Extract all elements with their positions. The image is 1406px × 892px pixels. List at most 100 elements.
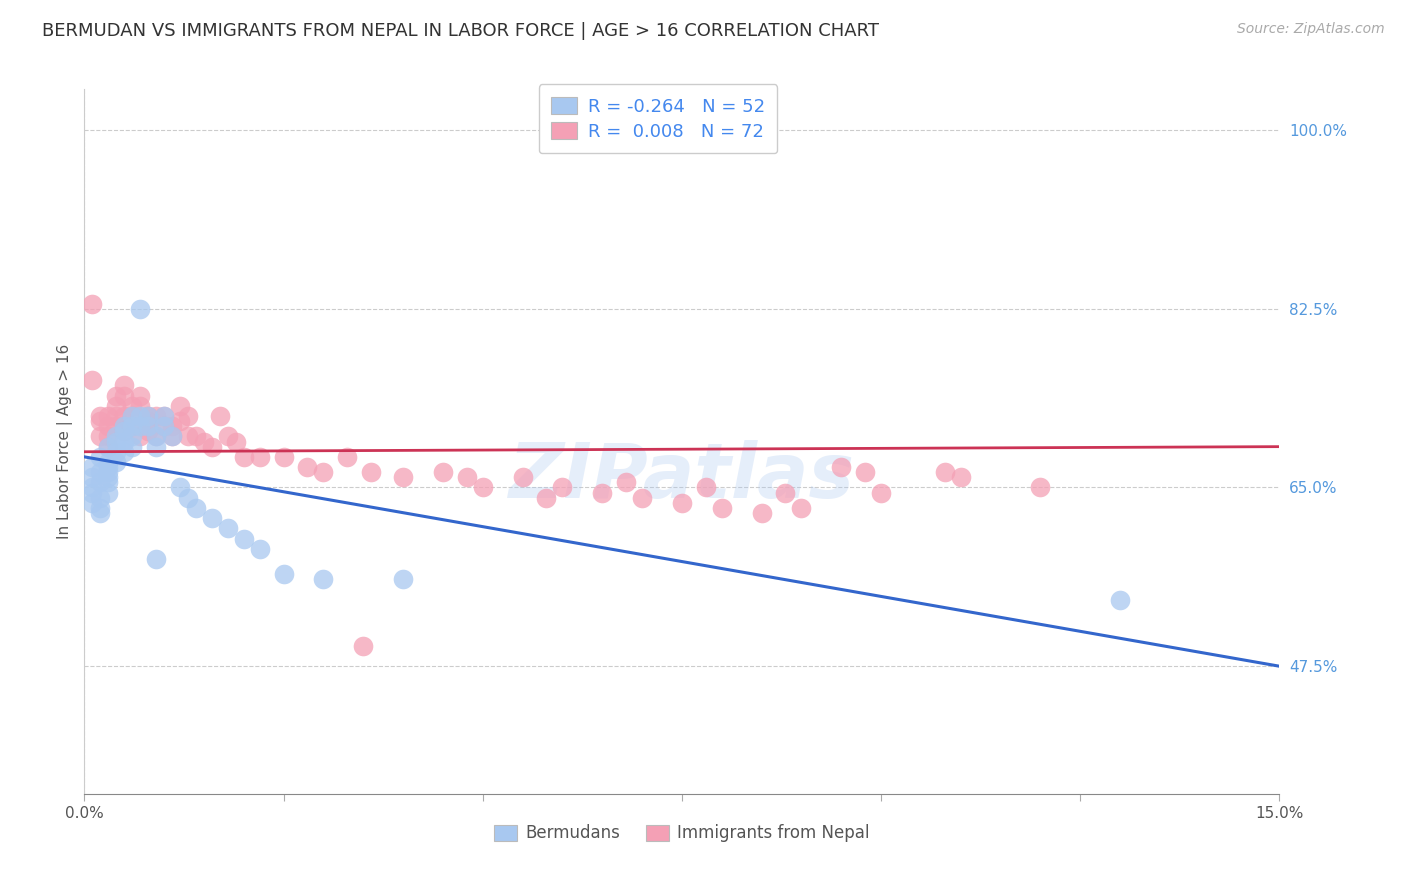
Point: [591, 485, 613, 500]
Point: [129, 419, 152, 434]
Point: [153, 419, 176, 434]
Point: [121, 399, 143, 413]
Point: [121, 419, 143, 434]
Point: [249, 450, 271, 464]
Point: [160, 429, 183, 443]
Point: [201, 511, 224, 525]
Point: [710, 500, 733, 515]
Point: [112, 419, 135, 434]
Point: [105, 434, 128, 449]
Point: [97, 440, 120, 454]
Point: [136, 409, 159, 423]
Point: [89, 409, 111, 423]
Point: [471, 481, 494, 495]
Point: [89, 429, 111, 443]
Point: [392, 573, 415, 587]
Point: [208, 409, 231, 423]
Point: [112, 378, 135, 392]
Point: [169, 481, 191, 495]
Point: [392, 470, 415, 484]
Point: [360, 465, 382, 479]
Point: [97, 455, 120, 469]
Point: [193, 434, 215, 449]
Point: [153, 419, 176, 434]
Point: [121, 409, 143, 423]
Point: [82, 460, 104, 475]
Point: [97, 475, 120, 490]
Point: [177, 429, 200, 443]
Point: [934, 465, 956, 479]
Point: [217, 429, 239, 443]
Point: [129, 429, 152, 443]
Point: [105, 429, 128, 443]
Point: [121, 429, 143, 443]
Point: [121, 409, 143, 423]
Point: [97, 470, 120, 484]
Point: [89, 491, 111, 505]
Point: [145, 440, 167, 454]
Text: Source: ZipAtlas.com: Source: ZipAtlas.com: [1237, 22, 1385, 37]
Point: [790, 500, 813, 515]
Point: [232, 450, 254, 464]
Point: [312, 573, 335, 587]
Point: [97, 485, 120, 500]
Point: [89, 500, 111, 515]
Point: [97, 465, 120, 479]
Point: [82, 485, 104, 500]
Point: [112, 434, 135, 449]
Point: [853, 465, 876, 479]
Point: [97, 429, 120, 443]
Point: [145, 429, 167, 443]
Point: [82, 470, 104, 484]
Point: [456, 470, 478, 484]
Point: [82, 373, 104, 387]
Point: [82, 296, 104, 310]
Point: [336, 450, 359, 464]
Point: [949, 470, 972, 484]
Point: [273, 450, 295, 464]
Point: [89, 414, 111, 428]
Point: [121, 419, 143, 434]
Point: [217, 521, 239, 535]
Point: [551, 481, 574, 495]
Point: [153, 409, 176, 423]
Point: [695, 481, 717, 495]
Point: [169, 414, 191, 428]
Point: [352, 639, 374, 653]
Point: [249, 541, 271, 556]
Point: [105, 419, 128, 434]
Point: [273, 567, 295, 582]
Point: [121, 440, 143, 454]
Point: [751, 506, 773, 520]
Point: [129, 301, 152, 316]
Point: [775, 485, 797, 500]
Point: [97, 409, 120, 423]
Point: [112, 409, 135, 423]
Point: [671, 496, 693, 510]
Point: [82, 496, 104, 510]
Point: [512, 470, 534, 484]
Point: [312, 465, 335, 479]
Point: [89, 465, 111, 479]
Point: [614, 475, 637, 490]
Point: [97, 460, 120, 475]
Point: [112, 388, 135, 402]
Point: [129, 388, 152, 402]
Point: [112, 444, 135, 458]
Point: [112, 425, 135, 439]
Text: ZIPatlas: ZIPatlas: [509, 440, 855, 514]
Y-axis label: In Labor Force | Age > 16: In Labor Force | Age > 16: [58, 344, 73, 539]
Point: [105, 388, 128, 402]
Point: [105, 399, 128, 413]
Point: [89, 475, 111, 490]
Point: [169, 399, 191, 413]
Point: [1029, 481, 1052, 495]
Point: [97, 440, 120, 454]
Point: [112, 425, 135, 439]
Point: [105, 409, 128, 423]
Point: [160, 419, 183, 434]
Point: [536, 491, 558, 505]
Point: [129, 399, 152, 413]
Point: [153, 409, 176, 423]
Point: [136, 409, 159, 423]
